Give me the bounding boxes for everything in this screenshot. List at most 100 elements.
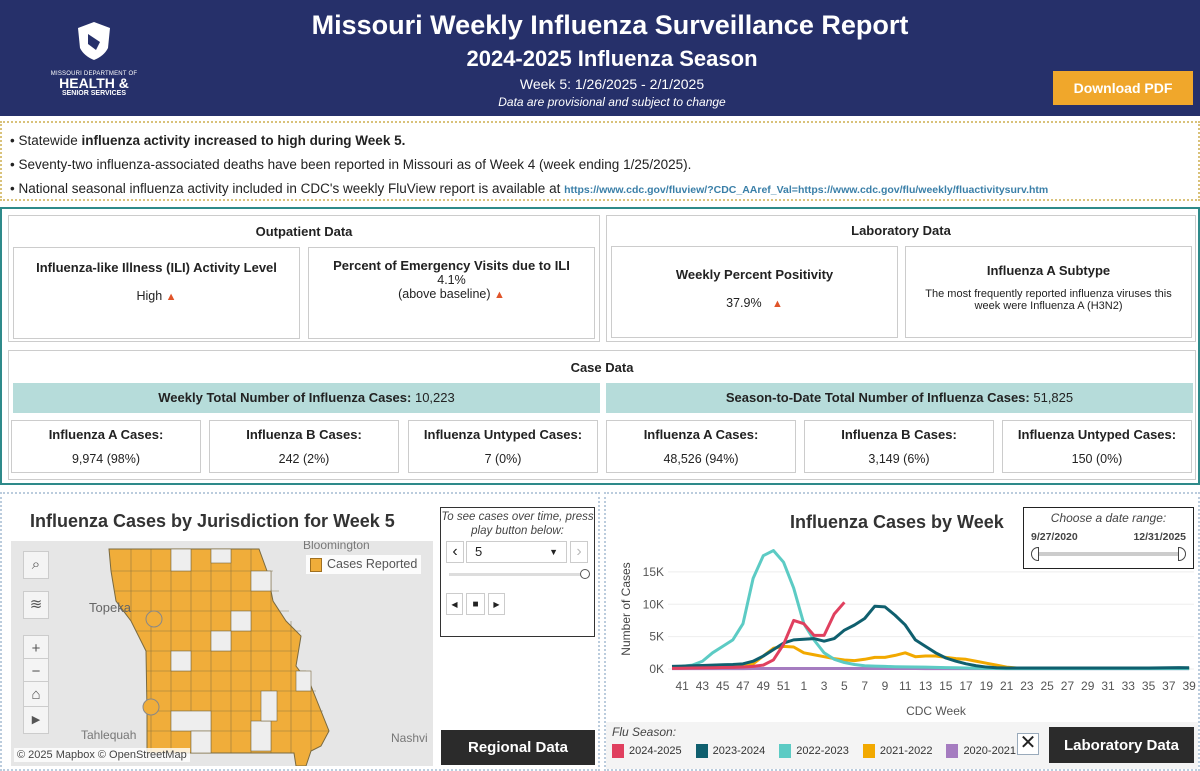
subtype-text: The most frequently reported influenza v… bbox=[925, 288, 1172, 312]
ed-label: Percent of Emergency Visits due to ILI bbox=[333, 258, 570, 273]
ili-label: Influenza-like Illness (ILI) Activity Le… bbox=[36, 260, 277, 275]
legend-label: 2020-2021 bbox=[963, 744, 1017, 757]
legend-item[interactable]: 2024-2025 bbox=[612, 744, 682, 758]
note-item: • Seventy-two influenza-associated death… bbox=[10, 157, 692, 172]
map-legend: Cases Reported bbox=[306, 555, 422, 574]
legend-label: 2022-2023 bbox=[796, 744, 849, 757]
place-label: Bloomington bbox=[303, 541, 370, 552]
season-b-box: Influenza B Cases: 3,149 (6%) bbox=[804, 420, 994, 473]
summary-section: Outpatient Data Influenza-like Illness (… bbox=[0, 207, 1200, 485]
weekly-untyped-box: Influenza Untyped Cases: 7 (0%) bbox=[408, 420, 598, 473]
x-tick-label: 7 bbox=[861, 679, 868, 693]
season-total-band: Season-to-Date Total Number of Influenza… bbox=[606, 383, 1193, 413]
series-line-2024-2025 bbox=[671, 601, 846, 670]
key-notes: • Statewide influenza activity increased… bbox=[0, 121, 1200, 201]
legend-swatch bbox=[695, 744, 708, 758]
legend-swatch bbox=[612, 744, 624, 758]
stop-button[interactable]: ■ bbox=[466, 593, 485, 615]
home-icon[interactable]: ⌂ bbox=[23, 681, 49, 709]
map-play-icon[interactable]: ▶ bbox=[23, 706, 49, 734]
subtype-label: Influenza A Subtype bbox=[986, 263, 1111, 278]
week-range: Week 5: 1/26/2025 - 2/1/2025 bbox=[519, 76, 705, 92]
map-canvas[interactable]: Topeka Bloomington Tahlequah Nashvi Case… bbox=[11, 541, 433, 766]
legend-item[interactable]: 2023-2024 bbox=[695, 744, 765, 758]
legend-swatch bbox=[310, 557, 322, 572]
step-forward-button[interactable]: ▶ bbox=[488, 593, 505, 615]
no-case-counties bbox=[170, 548, 312, 754]
joplin-marker bbox=[142, 698, 160, 716]
panel-title: Case Data bbox=[570, 360, 634, 375]
close-icon[interactable]: ✕ bbox=[1017, 733, 1039, 755]
x-tick-label: 43 bbox=[696, 679, 710, 693]
season-total: 51,825 bbox=[1033, 390, 1074, 405]
week-slider[interactable] bbox=[449, 573, 583, 576]
shield-icon bbox=[78, 22, 110, 60]
legend-label: 2024-2025 bbox=[629, 744, 682, 757]
x-tick-label: 17 bbox=[959, 679, 973, 693]
regional-data-button[interactable]: Regional Data bbox=[441, 730, 595, 765]
range-label: Choose a date range: bbox=[1050, 511, 1167, 525]
x-tick-label: 9 bbox=[882, 679, 889, 693]
x-tick-label: 3 bbox=[821, 679, 828, 693]
provisional-note: Data are provisional and subject to chan… bbox=[498, 95, 726, 109]
map-title: Influenza Cases by Jurisdiction for Week… bbox=[30, 511, 395, 531]
week-player: To see cases over time, press play butto… bbox=[440, 507, 595, 637]
chart-title: Influenza Cases by Week bbox=[790, 512, 1004, 532]
x-tick-label: 29 bbox=[1081, 679, 1095, 693]
ed-value: 4.1% bbox=[437, 273, 466, 287]
y-tick-label: 10K bbox=[643, 597, 664, 611]
fluview-link[interactable]: https://www.cdc.gov/fluview/?CDC_AAref_V… bbox=[564, 184, 1049, 196]
step-back-button[interactable]: ◀ bbox=[446, 593, 463, 615]
play-hint: To see cases over time, press play butto… bbox=[441, 511, 594, 537]
x-tick-label: 47 bbox=[736, 679, 750, 693]
weekly-a-box: Influenza A Cases: 9,974 (98%) bbox=[11, 420, 201, 473]
outpatient-panel: Outpatient Data Influenza-like Illness (… bbox=[8, 215, 600, 342]
legend-swatch bbox=[779, 744, 792, 758]
laboratory-panel: Laboratory Data Weekly Percent Positivit… bbox=[606, 215, 1196, 342]
weekly-total-band: Weekly Total Number of Influenza Cases: … bbox=[13, 383, 600, 413]
download-pdf-button[interactable]: Download PDF bbox=[1053, 71, 1193, 105]
ed-note: (above baseline) bbox=[398, 287, 491, 301]
season-title: 2024-2025 Influenza Season bbox=[466, 46, 758, 71]
season-a-box: Influenza A Cases: 48,526 (94%) bbox=[606, 420, 796, 473]
laboratory-data-button[interactable]: Laboratory Data bbox=[1049, 727, 1194, 763]
next-week-button[interactable]: › bbox=[570, 541, 588, 563]
x-tick-label: 19 bbox=[980, 679, 994, 693]
legend-item[interactable]: 2022-2023 bbox=[779, 744, 849, 758]
logo-text: SENIOR SERVICES bbox=[61, 90, 127, 97]
legend-title: Flu Season: bbox=[612, 725, 677, 739]
x-tick-label: 41 bbox=[675, 679, 689, 693]
positivity-box: Weekly Percent Positivity 37.9% ▲ bbox=[611, 246, 898, 338]
note-item: • National seasonal influenza activity i… bbox=[10, 181, 1049, 196]
ed-visits-box: Percent of Emergency Visits due to ILI 4… bbox=[308, 247, 595, 339]
legend-item[interactable]: 2020-2021 bbox=[946, 744, 1017, 758]
map-layers-icon[interactable]: ≋ bbox=[23, 591, 49, 619]
place-label: Topeka bbox=[89, 600, 131, 615]
chevron-down-icon: ▼ bbox=[549, 547, 558, 557]
up-triangle-icon: ▲ bbox=[165, 291, 177, 303]
x-tick-label: 15 bbox=[939, 679, 953, 693]
y-axis-title: Number of Cases bbox=[619, 562, 633, 655]
positivity-label: Weekly Percent Positivity bbox=[675, 267, 834, 282]
legend-label: 2021-2022 bbox=[879, 744, 933, 757]
legend-item[interactable]: 2021-2022 bbox=[862, 744, 933, 758]
place-label: Tahlequah bbox=[81, 728, 137, 742]
map-search-icon[interactable]: ⌕ bbox=[23, 551, 49, 579]
weekly-total: 10,223 bbox=[414, 390, 455, 405]
season-untyped-box: Influenza Untyped Cases: 150 (0%) bbox=[1002, 420, 1192, 473]
y-tick-label: 15K bbox=[643, 565, 664, 579]
x-axis-title: CDC Week bbox=[906, 704, 967, 718]
week-slider-handle[interactable] bbox=[580, 569, 590, 579]
chart-section: Influenza Cases by Week Choose a date ra… bbox=[604, 492, 1200, 771]
prev-week-button[interactable]: ‹ bbox=[446, 541, 464, 563]
up-triangle-icon: ▲ bbox=[494, 289, 505, 301]
panel-title: Laboratory Data bbox=[851, 223, 951, 238]
logo-text: HEALTH & bbox=[59, 75, 129, 91]
range-start: 9/27/2020 bbox=[1031, 531, 1078, 543]
week-select[interactable]: 5 ▼ bbox=[466, 541, 567, 563]
y-tick-label: 0K bbox=[649, 662, 664, 676]
x-tick-label: 49 bbox=[757, 679, 771, 693]
positivity-value: 37.9% bbox=[726, 296, 762, 310]
date-range-slider[interactable] bbox=[1036, 552, 1182, 556]
